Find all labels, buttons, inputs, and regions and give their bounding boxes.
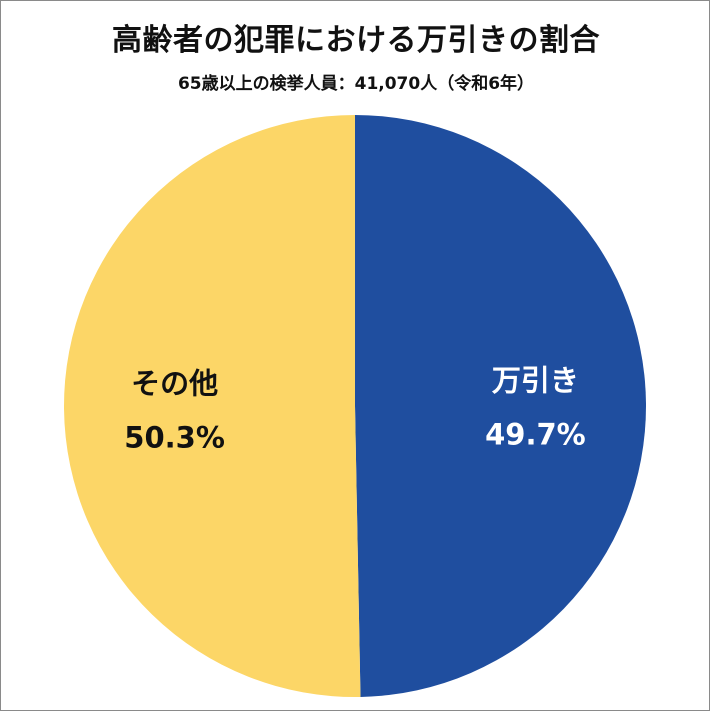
chart-title: 高齢者の犯罪における万引きの割合 [112, 23, 600, 58]
pie-slice-1 [64, 115, 361, 697]
chart-subtitle: 65歳以上の検挙人員：41,070人（令和6年） [177, 74, 535, 94]
pie-slice-0 [355, 115, 647, 697]
slice-value-label-0: 49.7% [485, 417, 586, 451]
slice-label-0: 万引き [492, 363, 579, 397]
slice-value-label-1: 50.3% [124, 421, 225, 455]
slice-label-1: その他 [131, 367, 218, 401]
